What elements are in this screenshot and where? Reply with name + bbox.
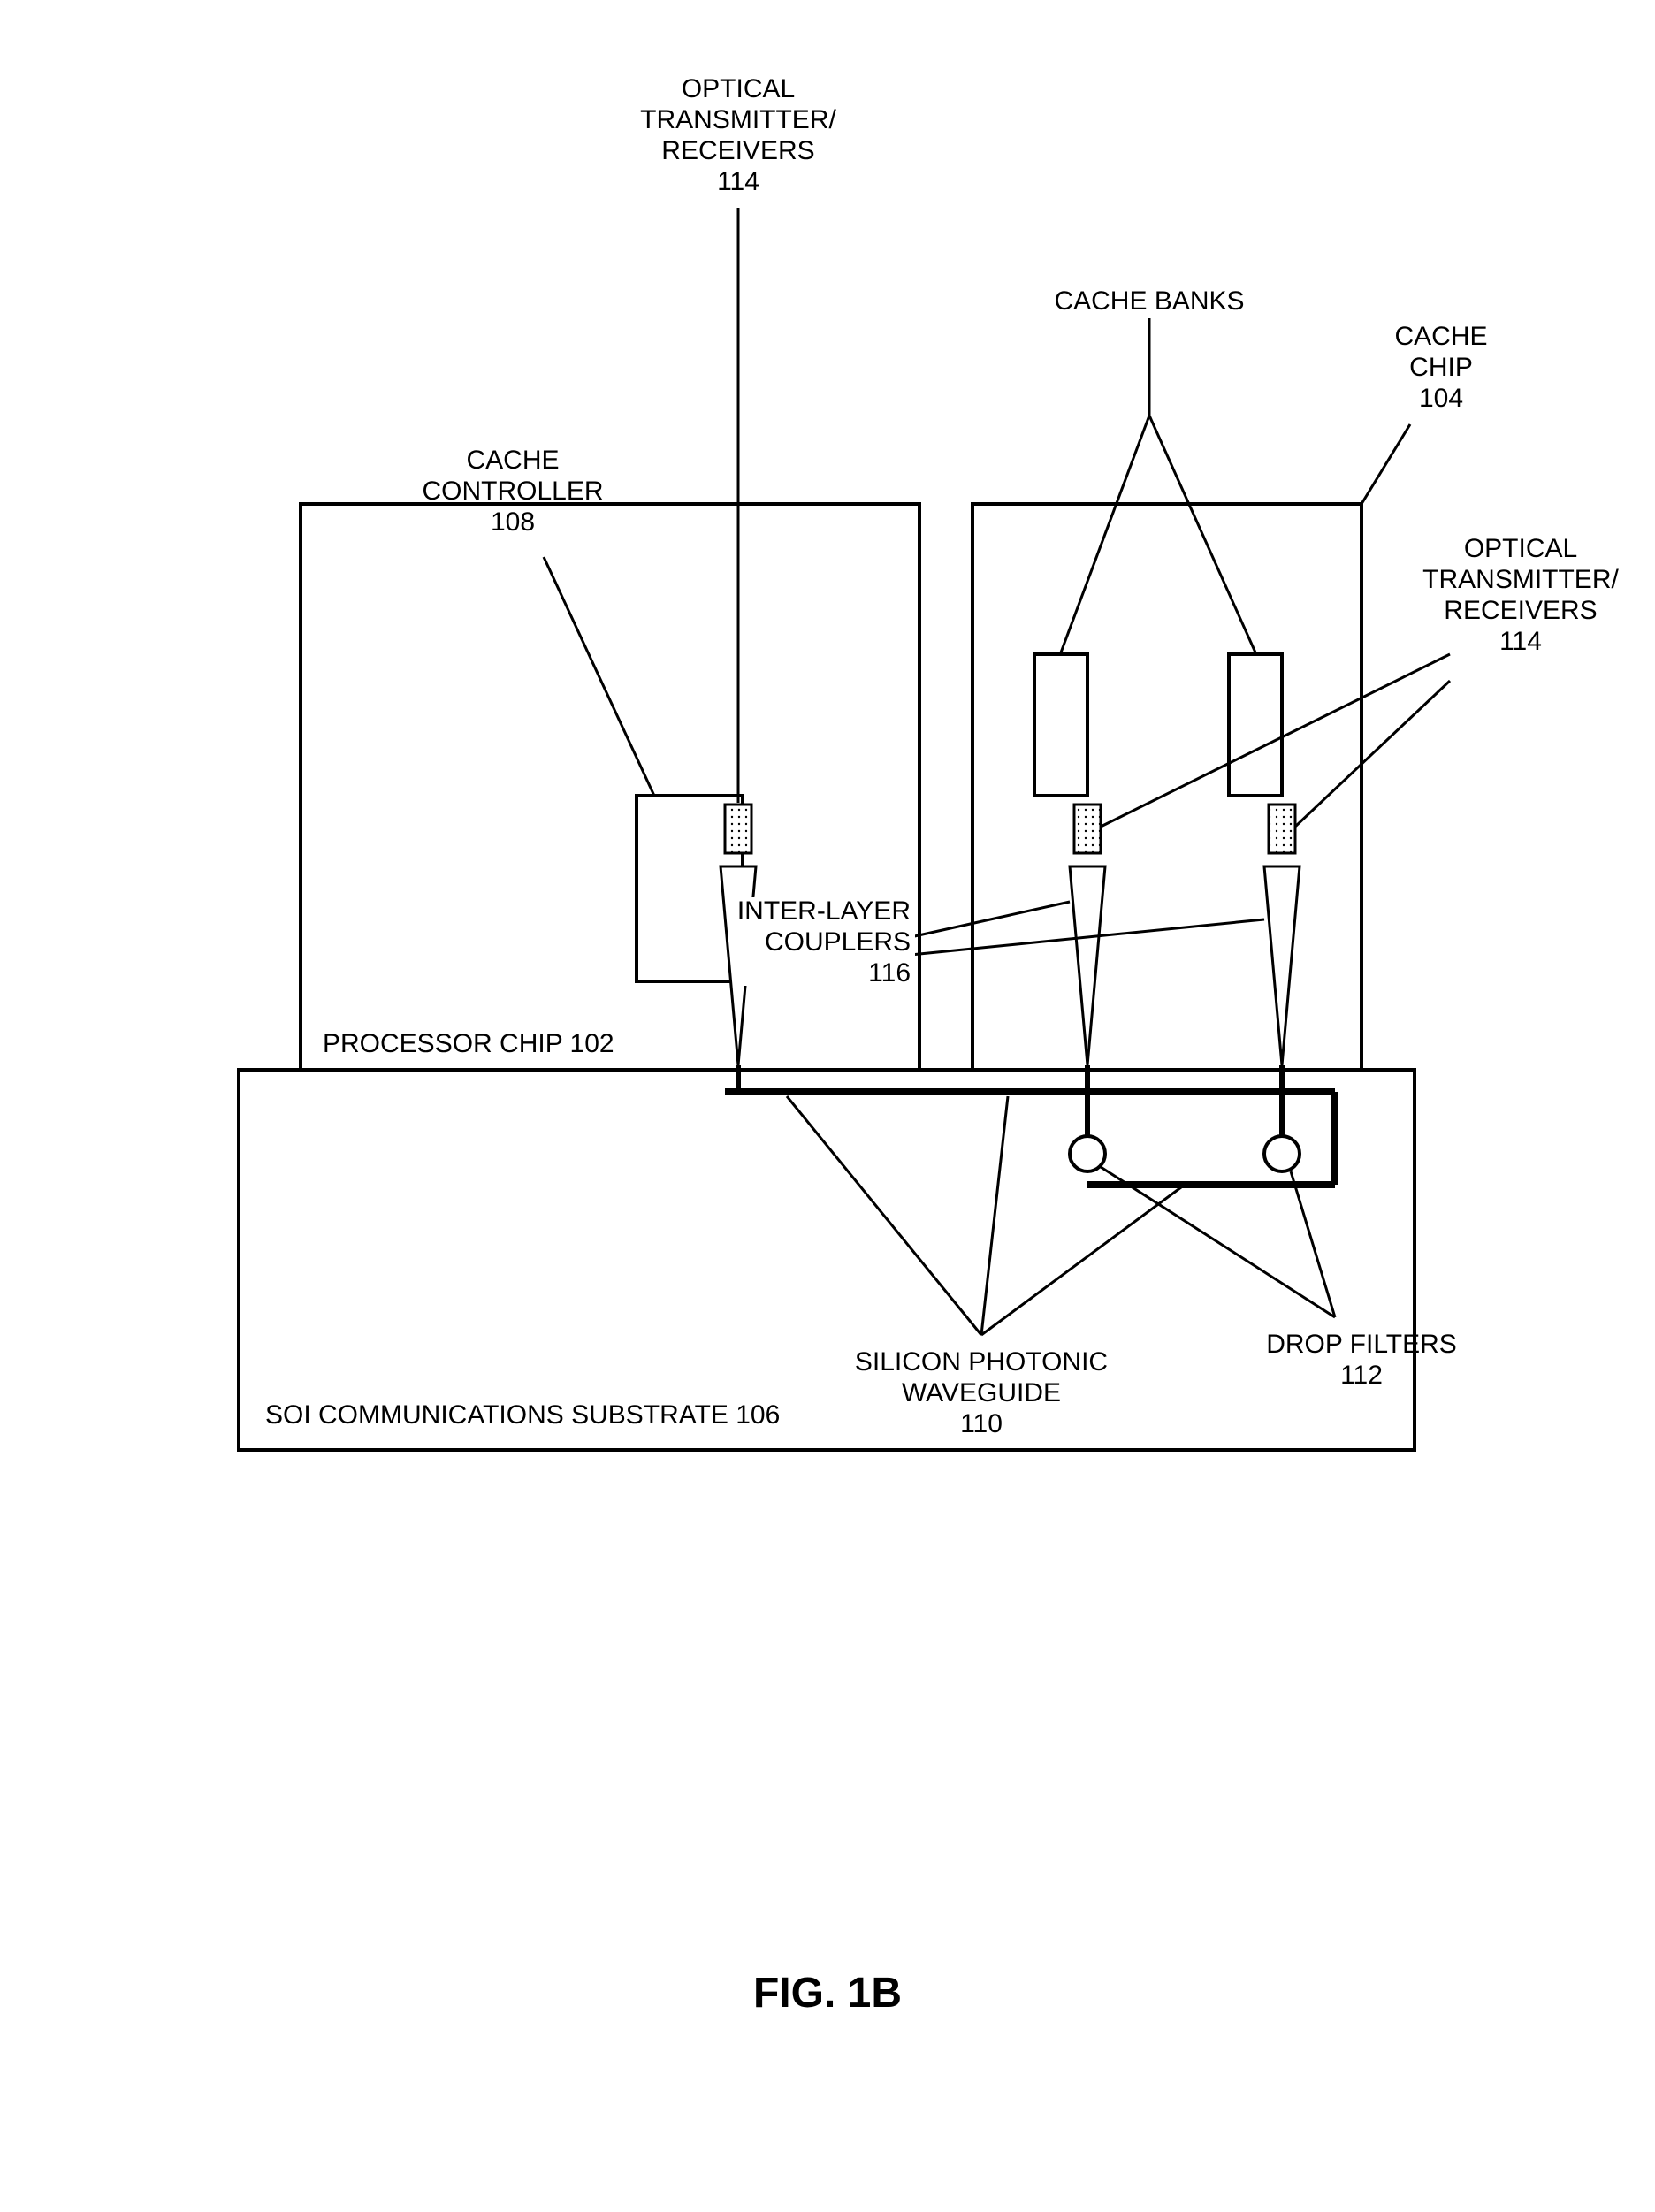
optical-left-l1: OPTICAL [682,74,795,103]
couplers-refb: 116 [868,958,911,988]
optical-left-l3: RECEIVERS [661,136,814,165]
waveguide-l2: WAVEGUIDE [902,1378,1061,1407]
controller-l2: CONTROLLER [422,477,603,506]
optical-trx-mid2 [1269,805,1295,853]
waveguide-ref: 110 [960,1409,1003,1438]
drop-ref: 112 [1340,1361,1383,1390]
figure-label: FIG. 1B [35,1969,1620,2017]
couplers-l1b: INTER-LAYER [737,896,911,926]
couplers-l2b: COUPLERS [765,927,911,957]
optical-left-ref: 114 [717,167,759,196]
cache-chip-l1: CACHE [1394,322,1487,351]
processor-chip-label: PROCESSOR CHIP 102 [323,1029,614,1058]
optical-right-l3: RECEIVERS [1444,596,1597,625]
leader-cache-chip [1361,424,1410,504]
optical-right-l2: TRANSMITTER/ [1422,565,1619,594]
cache-chip-l2: CHIP [1409,353,1473,382]
controller-l1: CACHE [466,446,559,475]
cache-chip [972,504,1361,1070]
cache-bank-1 [1034,654,1087,796]
optical-trx-mid1 [1074,805,1101,853]
waveguide-l1: SILICON PHOTONIC [855,1347,1108,1377]
schematic-svg: SOI COMMUNICATIONS SUBSTRATE 106 PROCESS… [35,35,1620,1980]
soi-substrate [239,1070,1415,1450]
optical-left-l2: TRANSMITTER/ [640,105,836,134]
optical-trx-left [725,805,751,853]
cache-chip-ref: 104 [1419,384,1463,413]
drop-l1: DROP FILTERS [1266,1330,1457,1359]
optical-right-ref: 114 [1499,627,1542,656]
optical-right-l1: OPTICAL [1464,534,1577,563]
drop-filter-1 [1070,1136,1105,1171]
controller-ref: 108 [491,507,535,537]
cache-bank-2 [1229,654,1282,796]
diagram-container: SOI COMMUNICATIONS SUBSTRATE 106 PROCESS… [35,35,1620,2177]
drop-filter-2 [1264,1136,1300,1171]
cache-banks-label: CACHE BANKS [1054,286,1244,316]
soi-substrate-label: SOI COMMUNICATIONS SUBSTRATE 106 [265,1400,780,1430]
